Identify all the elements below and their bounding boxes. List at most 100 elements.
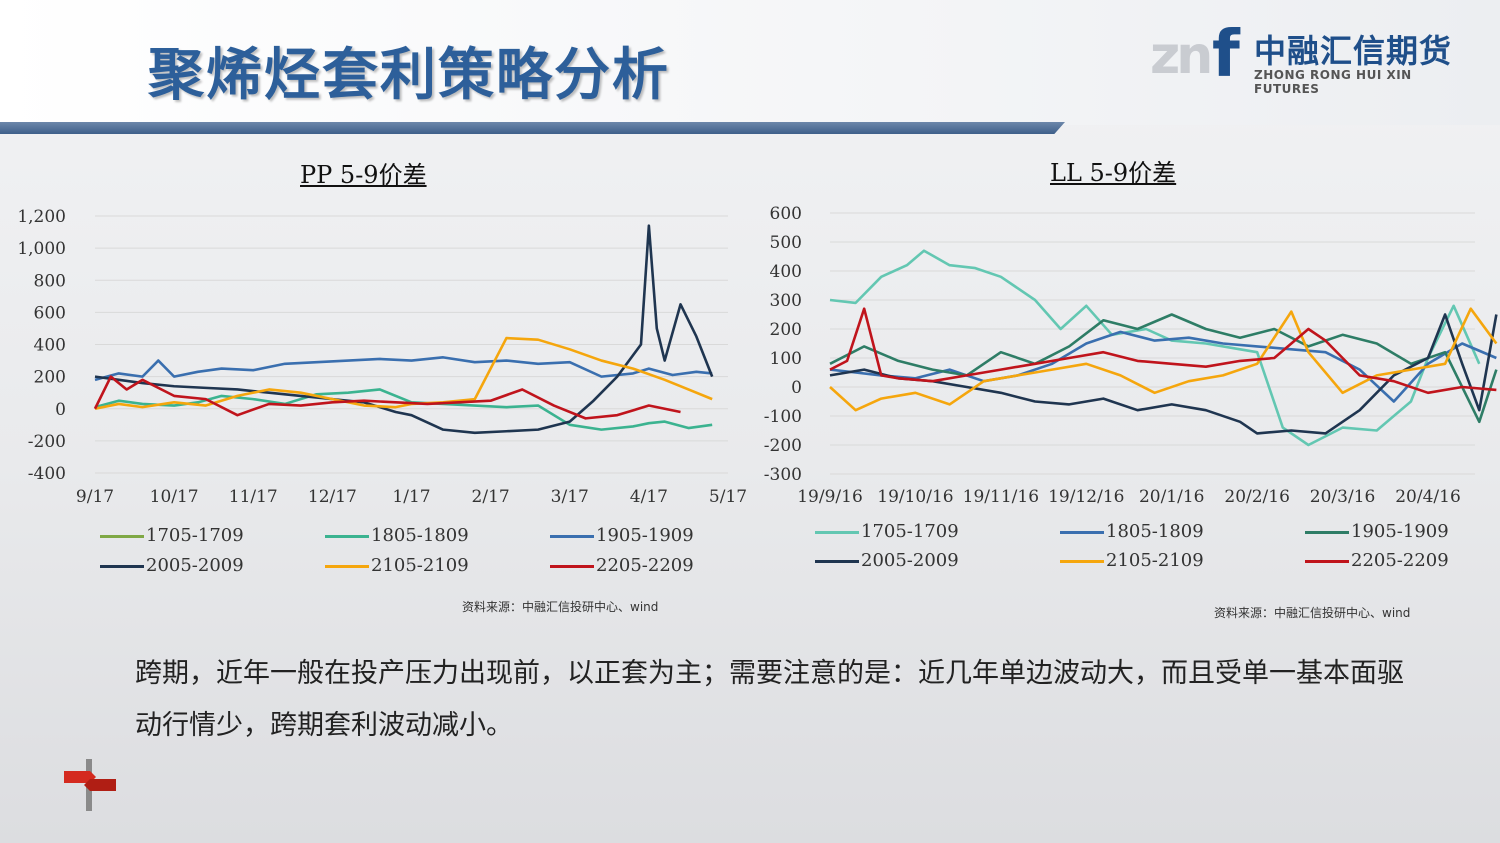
legend-swatch	[1305, 559, 1349, 563]
y-tick-label: -100	[764, 407, 802, 427]
x-tick-label: 19/9/16	[797, 487, 863, 507]
x-tick-label: 10/17	[150, 487, 199, 507]
x-tick-label: 3/17	[551, 487, 589, 507]
y-tick-label: 600	[770, 204, 802, 224]
legend-item: 2205-2209	[1305, 550, 1449, 571]
x-tick-label: 2/17	[472, 487, 510, 507]
legend-swatch	[815, 559, 859, 563]
header-bar	[0, 122, 1065, 134]
y-tick-label: 100	[770, 349, 802, 369]
ll-chart-legend: 1705-1709 1805-1809 1905-1909 2005-2009 2105…	[815, 521, 1455, 581]
legend-label: 2005-2009	[146, 555, 244, 576]
legend-item: 1805-1809	[325, 525, 469, 546]
series-line-2205-2209	[93, 375, 681, 420]
legend-label: 2105-2109	[371, 555, 469, 576]
y-tick-label: 600	[34, 303, 66, 323]
page-title: 聚烯烃套利策略分析	[148, 43, 670, 108]
series-line-1705-1709	[829, 249, 1481, 447]
legend-swatch	[100, 564, 144, 568]
legend-item: 2005-2009	[100, 555, 244, 576]
x-tick-label: 20/3/16	[1310, 487, 1376, 507]
chart-title-ll: LL 5-9价差	[1050, 159, 1177, 187]
y-tick-label: -200	[764, 436, 802, 456]
y-tick-label: 1,200	[17, 207, 66, 227]
legend-label: 2005-2009	[861, 550, 959, 571]
y-tick-label: -200	[28, 432, 66, 452]
series-line-2005-2009	[94, 224, 714, 435]
y-tick-label: 400	[34, 336, 66, 356]
legend-item: 1905-1909	[550, 525, 694, 546]
logo-english-name: ZHONG RONG HUI XIN FUTURES	[1254, 68, 1412, 96]
chart-title-pp: PP 5-9价差	[300, 161, 427, 189]
legend-item: 1705-1709	[100, 525, 244, 546]
y-tick-label: 0	[791, 378, 802, 398]
x-tick-label: 5/17	[709, 487, 747, 507]
pp-chart-source: 资料来源：中融汇信投研中心、wind	[462, 600, 659, 614]
x-tick-label: 20/1/16	[1139, 487, 1205, 507]
x-tick-label: 12/17	[308, 487, 357, 507]
legend-label: 1705-1709	[146, 525, 244, 546]
signpost-icon	[64, 759, 116, 811]
legend-swatch	[1060, 559, 1104, 563]
y-tick-label: 0	[55, 400, 66, 420]
y-tick-label: -300	[764, 465, 802, 485]
logo-f-mark: f	[1212, 18, 1240, 92]
legend-swatch	[325, 534, 369, 538]
ll-spread-chart: -300 -200 -100 0 100 200 300 400 500 600 19/9/16 19…	[764, 204, 1498, 507]
x-tick-label: 19/11/16	[963, 487, 1039, 507]
x-tick-label: 1/17	[392, 487, 430, 507]
legend-label: 1705-1709	[861, 521, 959, 542]
pp-chart-legend: 1705-1709 1805-1809 1905-1909 2005-2009 2105…	[100, 525, 740, 585]
y-tick-label: 500	[770, 233, 802, 253]
y-tick-label: 200	[770, 320, 802, 340]
x-tick-label: 11/17	[229, 487, 278, 507]
legend-label: 2205-2209	[1351, 550, 1449, 571]
series-line-2105-2109	[829, 307, 1498, 412]
legend-label: 1805-1809	[1106, 521, 1204, 542]
x-tick-label: 4/17	[630, 487, 668, 507]
legend-item: 1705-1709	[815, 521, 959, 542]
series-line-1905-1909	[94, 356, 713, 382]
series-line-1805-1809	[94, 388, 713, 431]
series-line-2105-2109	[94, 336, 713, 411]
x-tick-label: 20/2/16	[1224, 487, 1290, 507]
legend-swatch	[100, 534, 144, 538]
y-tick-label: 400	[770, 262, 802, 282]
x-tick-label: 9/17	[76, 487, 114, 507]
x-tick-label: 19/12/16	[1048, 487, 1124, 507]
legend-item: 2005-2009	[815, 550, 959, 571]
legend-label: 2105-2109	[1106, 550, 1204, 571]
header-background	[0, 0, 1500, 125]
legend-item: 2205-2209	[550, 555, 694, 576]
legend-label: 1805-1809	[371, 525, 469, 546]
y-tick-label: 800	[34, 271, 66, 291]
legend-swatch	[550, 534, 594, 538]
legend-swatch	[1305, 530, 1349, 534]
legend-item: 1905-1909	[1305, 521, 1449, 542]
legend-label: 1905-1909	[1351, 521, 1449, 542]
pp-spread-chart: -400 -200 0 200 400 600 800 1,000 1,200 9/17 10/17…	[17, 207, 747, 507]
logo-chinese-name: 中融汇信期货	[1254, 32, 1453, 70]
y-tick-label: -400	[28, 464, 66, 484]
ll-chart-source: 资料来源：中融汇信投研中心、wind	[1214, 606, 1411, 620]
x-tick-label: 20/4/16	[1395, 487, 1461, 507]
legend-swatch	[815, 530, 859, 534]
legend-swatch	[1060, 530, 1104, 534]
y-tick-label: 300	[770, 291, 802, 311]
y-tick-label: 200	[34, 368, 66, 388]
series-line-1905-1909	[829, 313, 1498, 424]
legend-item: 2105-2109	[325, 555, 469, 576]
legend-label: 2205-2209	[596, 555, 694, 576]
legend-swatch	[325, 564, 369, 568]
analysis-note: 跨期，近年一般在投产压力出现前，以正套为主；需要注意的是：近几年单边波动大，而且…	[135, 658, 1404, 741]
series-line-2005-2009	[829, 313, 1498, 435]
legend-label: 1905-1909	[596, 525, 694, 546]
company-logo: zn f 中融汇信期货 ZHONG RONG HUI XIN FUTURES	[1150, 18, 1470, 96]
legend-swatch	[550, 564, 594, 568]
y-tick-label: 1,000	[17, 239, 66, 259]
x-tick-label: 19/10/16	[877, 487, 953, 507]
legend-item: 2105-2109	[1060, 550, 1204, 571]
legend-item: 1805-1809	[1060, 521, 1204, 542]
logo-mark: zn	[1150, 26, 1213, 86]
series-line-2205-2209	[829, 307, 1497, 395]
